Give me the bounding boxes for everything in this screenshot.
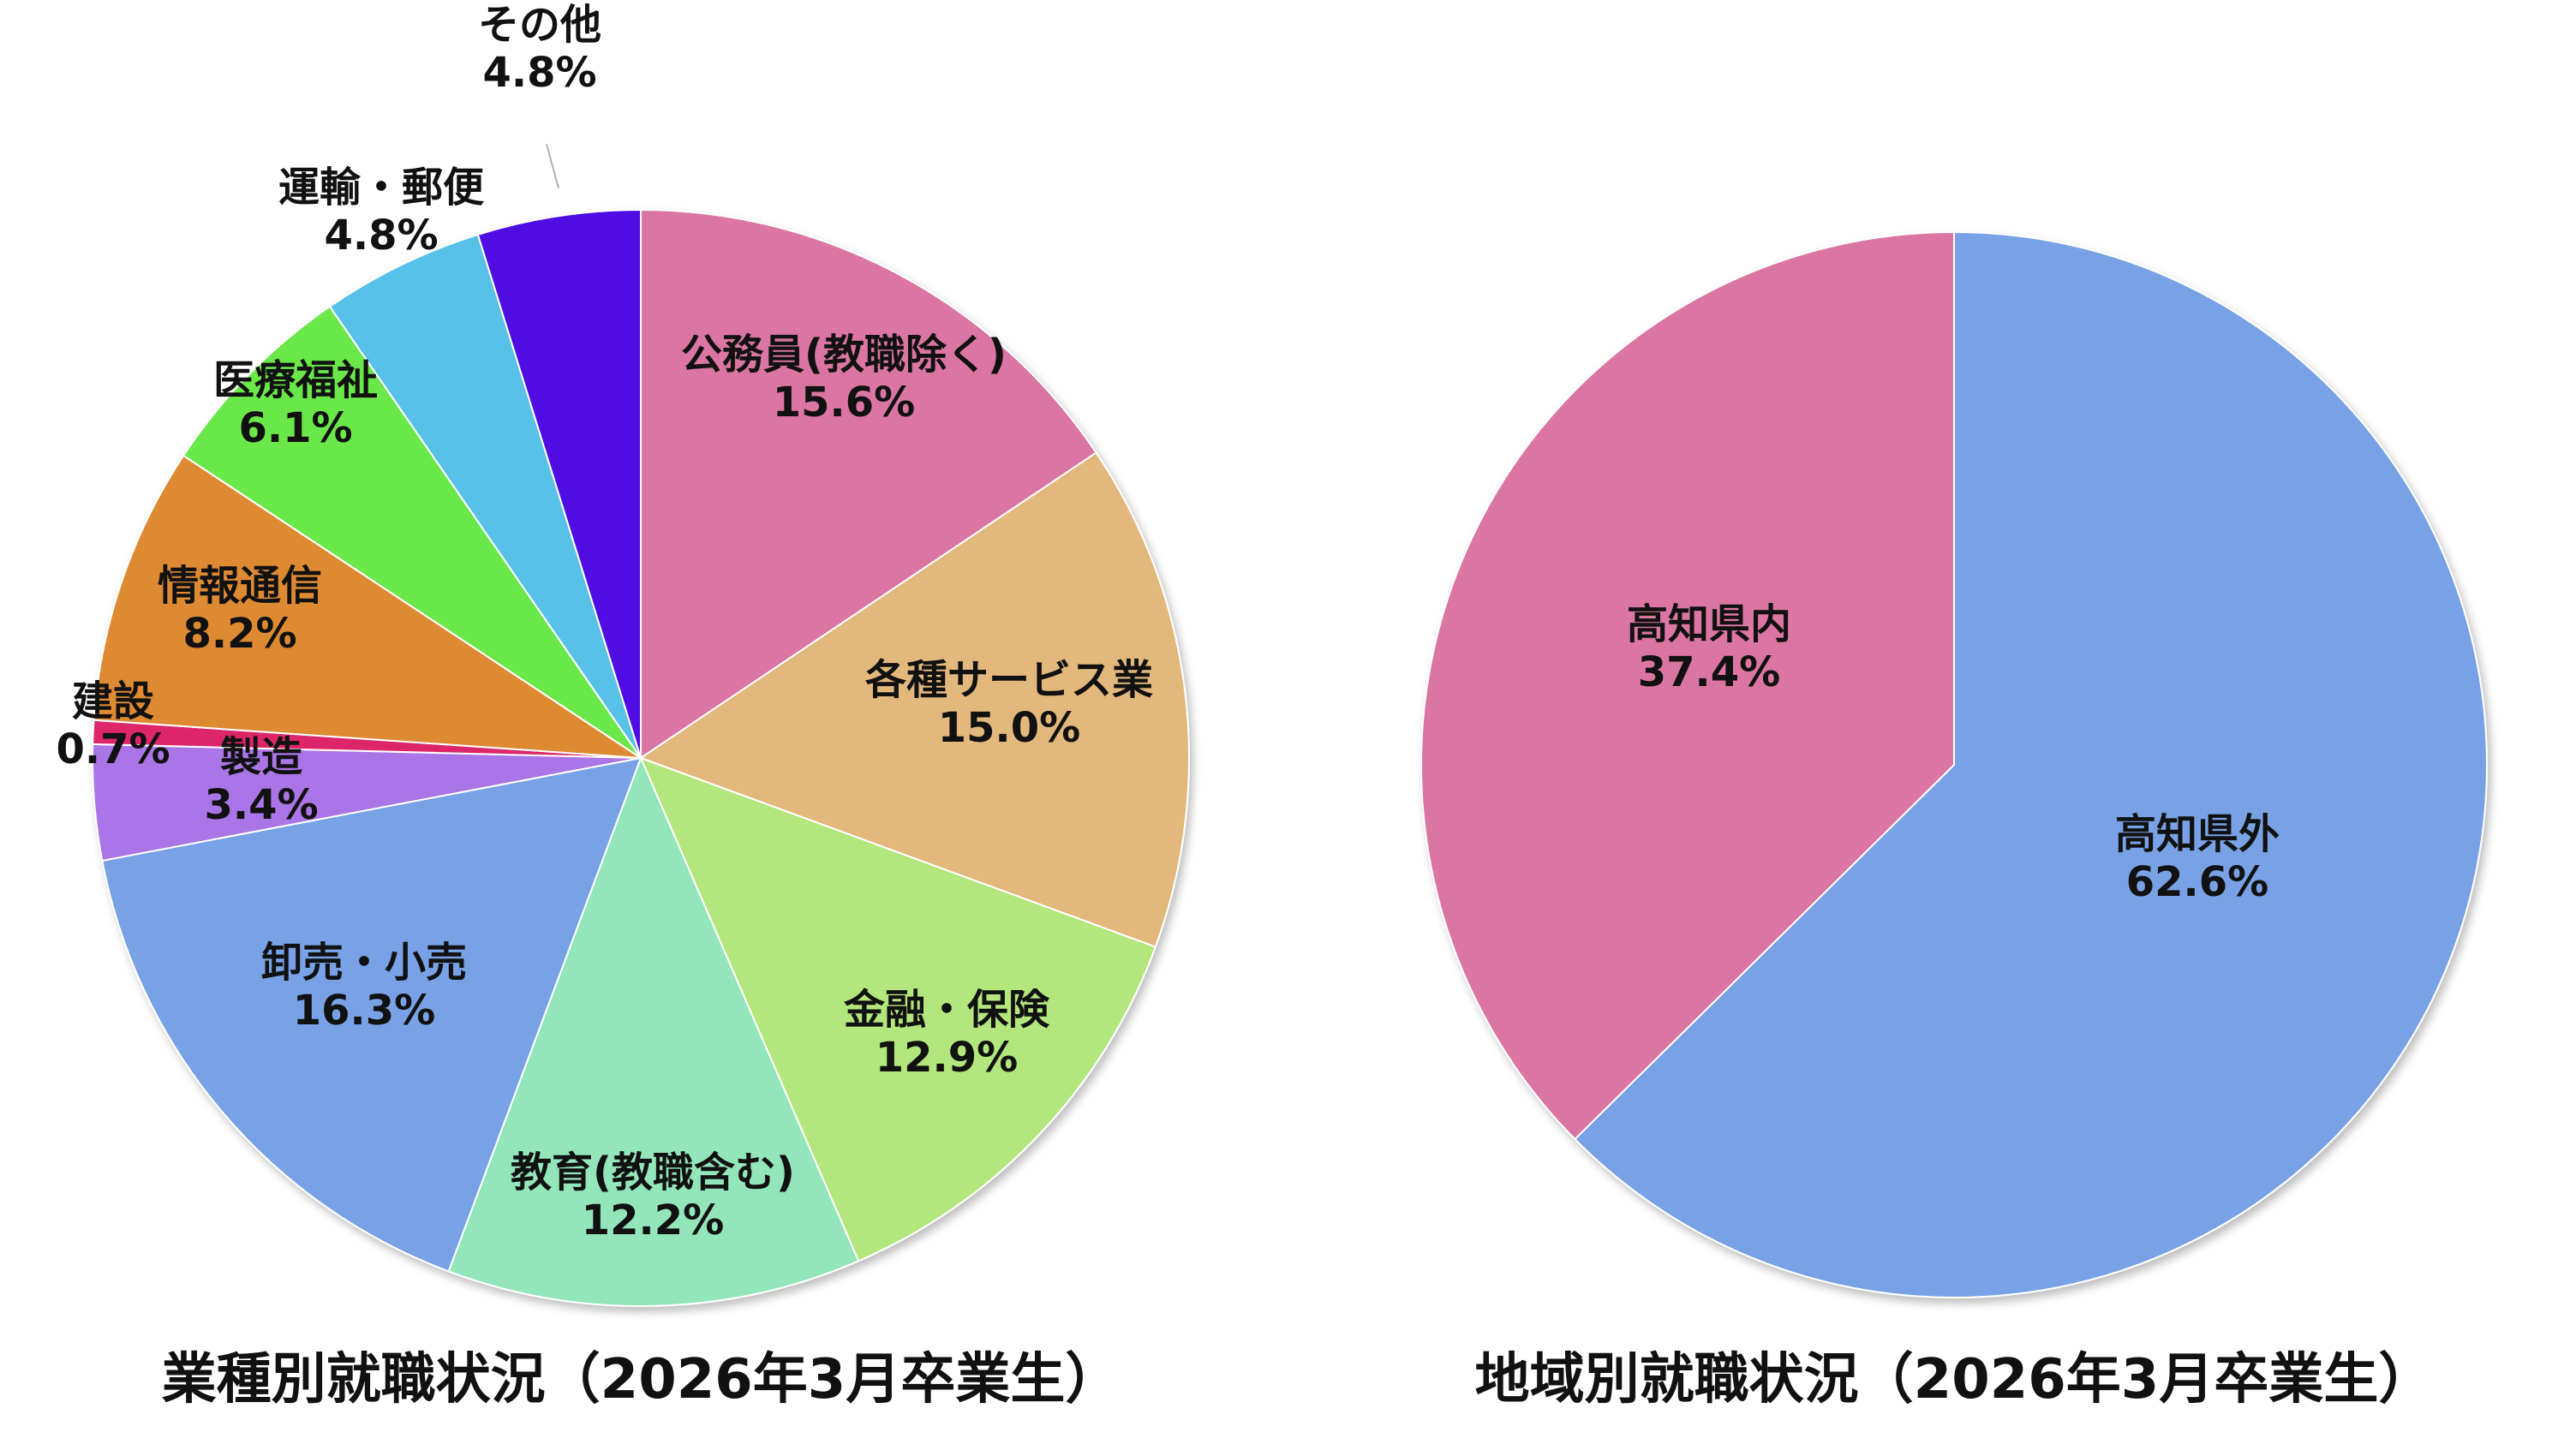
slice-value-0-6: 0.7% (56, 725, 170, 773)
slice-label-0-0: 公務員(教職除く) (681, 331, 1007, 379)
region-pie (1420, 230, 2488, 1298)
slice-value-0-4: 16.3% (293, 987, 436, 1035)
slice-label-0-4: 卸売・小売 (261, 939, 467, 987)
slice-value-0-7: 8.2% (182, 610, 296, 658)
slice-value-0-8: 6.1% (238, 404, 352, 452)
pie-slice-0-2 (639, 756, 1157, 1262)
slice-value-0-3: 12.2% (582, 1196, 725, 1244)
pie-slice-1-0 (1574, 230, 2488, 1298)
pie-slice-0-10 (476, 208, 642, 759)
slice-label-0-6: 建設 (72, 677, 154, 725)
slice-label-0-5: 製造 (220, 733, 302, 781)
slice-label-0-2: 金融・保険 (843, 986, 1050, 1034)
slice-value-1-0: 62.6% (2126, 858, 2269, 906)
industry-chart-title: 業種別就職状況（2026年3月卒業生） (162, 1348, 1121, 1411)
slice-label-0-9: 運輸・郵便 (278, 164, 485, 212)
pie-slice-0-8 (182, 305, 642, 759)
slice-label-0-8: 医療福祉 (213, 356, 378, 404)
leader-line-0-10 (546, 143, 559, 189)
pie-slice-0-1 (638, 451, 1190, 948)
industry-pie (92, 208, 1190, 1307)
slice-label-1-1: 高知県内 (1627, 600, 1791, 648)
pie-slice-0-3 (447, 755, 860, 1307)
slice-label-0-10: その他 (478, 1, 601, 49)
slice-value-0-10: 4.8% (482, 49, 596, 97)
pie-slice-0-7 (93, 454, 644, 760)
slice-value-0-9: 4.8% (324, 212, 438, 260)
slice-value-1-1: 37.4% (1638, 648, 1781, 696)
slice-label-0-3: 教育(教職含む) (511, 1149, 795, 1196)
slice-label-0-7: 情報通信 (158, 562, 322, 610)
slice-label-0-1: 各種サービス業 (865, 656, 1153, 704)
slice-value-0-2: 12.9% (876, 1034, 1019, 1082)
pie-slice-0-0 (640, 208, 1097, 760)
region-chart-title: 地域別就職状況（2026年3月卒業生） (1475, 1348, 2434, 1411)
slice-label-1-0: 高知県外 (2115, 810, 2280, 858)
pie-slice-0-9 (328, 233, 642, 759)
pie-slice-0-4 (101, 756, 642, 1273)
slice-value-0-0: 15.6% (773, 379, 916, 427)
slice-value-0-1: 15.0% (938, 704, 1081, 752)
slice-value-0-5: 3.4% (204, 781, 318, 829)
pie-slice-1-1 (1420, 230, 1955, 1141)
industry-leader-lines (546, 143, 559, 189)
